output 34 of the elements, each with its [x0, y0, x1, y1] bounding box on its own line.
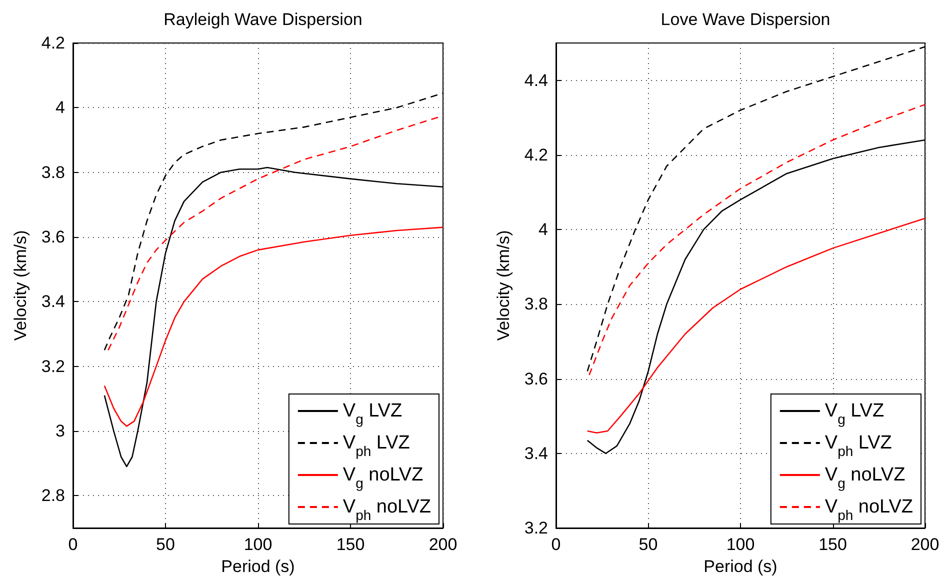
x-tick-label: 50 [638, 535, 658, 554]
x-tick-label: 150 [818, 535, 847, 554]
x-axis-title: Period (s) [221, 556, 295, 576]
y-tick-label: 4.2 [41, 34, 65, 52]
y-tick-label: 3.8 [524, 294, 548, 314]
y-tick-label: 3 [56, 422, 65, 440]
x-tick-label: 100 [244, 535, 272, 554]
y-axis-title: Velocity (km/s) [11, 230, 30, 341]
line-series [586, 218, 926, 434]
line-series [588, 104, 926, 376]
x-tick-label: 0 [68, 535, 78, 554]
y-axis-title: Velocity (km/s) [494, 230, 513, 341]
x-tick-label: 200 [910, 535, 940, 554]
y-tick-label: 2.8 [41, 486, 65, 506]
y-tick-label: 4.4 [524, 70, 548, 90]
y-tick-label: 4 [538, 220, 548, 240]
x-tick-label: 100 [726, 535, 755, 554]
x-tick-label: 0 [551, 535, 561, 554]
y-tick-label: 3.4 [524, 444, 548, 463]
y-tick-label: 3.4 [41, 292, 65, 312]
chart-title: Rayleigh Wave Dispersion [164, 10, 362, 29]
x-tick-label: 150 [336, 535, 365, 554]
line-series [104, 226, 444, 427]
y-tick-label: 4.2 [524, 145, 548, 164]
x-axis-title: Period (s) [704, 556, 778, 576]
y-tick-label: 3.6 [41, 228, 65, 246]
y-tick-label: 3.2 [524, 518, 548, 538]
y-tick-label: 3.6 [524, 369, 548, 388]
y-tick-label: 3.8 [41, 162, 65, 182]
x-tick-label: 200 [428, 535, 458, 554]
chart-title: Love Wave Dispersion [660, 10, 830, 29]
y-tick-label: 4 [56, 98, 65, 118]
y-tick-label: 3.2 [41, 356, 65, 376]
x-tick-label: 50 [156, 535, 175, 554]
